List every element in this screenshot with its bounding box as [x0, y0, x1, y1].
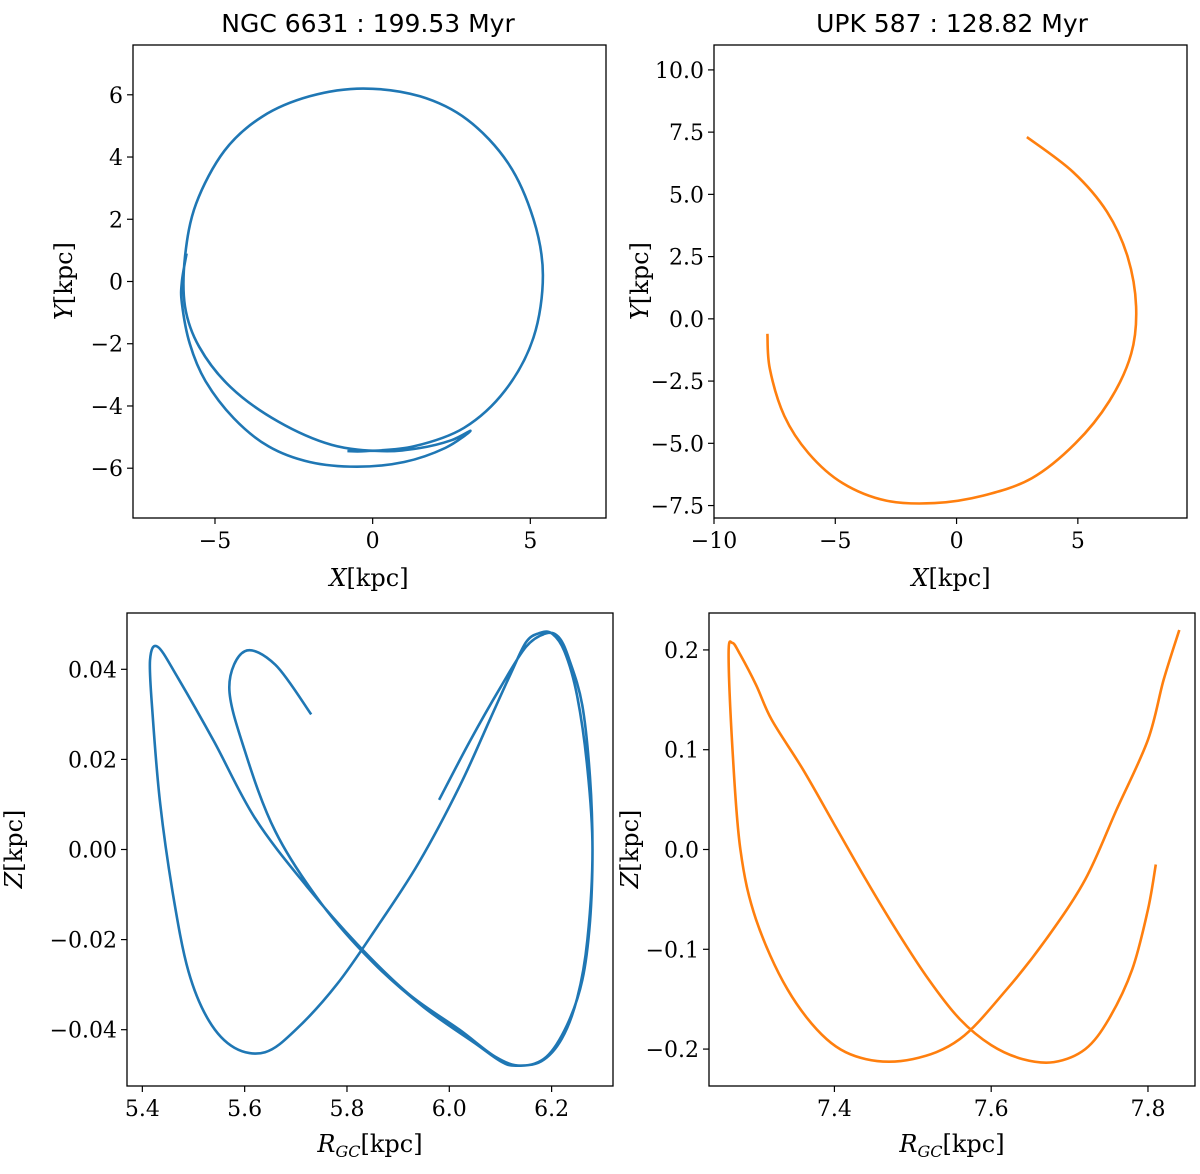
y-tick-label: 7.5 — [669, 121, 704, 146]
x-tick-label: 7.4 — [817, 1097, 852, 1122]
y-tick-label: −0.04 — [50, 1019, 117, 1044]
x-axis-unit: [kpc] — [929, 564, 991, 592]
x-axis-subscript: GC — [917, 1142, 942, 1161]
y-tick-label: −2 — [91, 333, 123, 358]
x-tick-label: 5.6 — [227, 1097, 262, 1122]
x-tick-label: 0 — [950, 529, 964, 554]
y-axis-unit: [kpc] — [616, 810, 644, 872]
x-axis-label: X[kpc] — [327, 564, 408, 592]
y-tick-label: −0.2 — [646, 1038, 699, 1063]
panel-upk587-rz: 7.4 7.6 7.8−0.2−0.10.00.10.2 RGC[kpc] Z[kp… — [616, 612, 1196, 1161]
y-tick-label: −6 — [91, 457, 123, 482]
y-tick-label: 10.0 — [655, 59, 704, 84]
y-axis-symbol: Z — [616, 870, 644, 889]
y-tick-label: −2.5 — [651, 370, 704, 395]
axis-ticks: 5.4 5.6 5.8 6.0 6.2 −0.04 −0.02 0.00 0.02 0.04 — [50, 658, 570, 1122]
y-axis-unit: [kpc] — [626, 242, 654, 304]
orbit-series-line — [766, 136, 1138, 505]
x-axis-symbol: R — [316, 1130, 335, 1158]
y-tick-label: 5.0 — [669, 183, 704, 208]
y-axis-unit: [kpc] — [50, 242, 78, 304]
x-axis-unit: [kpc] — [347, 564, 409, 592]
x-axis-unit: [kpc] — [943, 1130, 1005, 1158]
y-tick-label: −0.1 — [646, 938, 699, 963]
x-tick-label: 5 — [523, 529, 537, 554]
axes-frame — [132, 44, 607, 519]
axes-frame — [708, 612, 1196, 1087]
y-tick-label: 0.1 — [664, 739, 699, 764]
x-tick-label: −5 — [199, 529, 231, 554]
x-tick-label: 5.4 — [125, 1097, 160, 1122]
x-tick-label: 6.0 — [432, 1097, 467, 1122]
y-axis-label: Z[kpc] — [0, 810, 28, 890]
x-tick-label: 5 — [1071, 529, 1085, 554]
orbit-series-line — [727, 629, 1181, 1064]
y-axis-symbol: Y — [50, 302, 78, 320]
y-tick-label: 6 — [109, 84, 123, 109]
x-axis-unit: [kpc] — [361, 1130, 423, 1158]
y-axis-symbol: Z — [0, 870, 28, 889]
x-axis-symbol: R — [898, 1130, 917, 1158]
axis-ticks: 7.4 7.6 7.8 −0.2 −0.1 0.0 0.1 0.2 — [646, 639, 1166, 1122]
x-axis-label: RGC[kpc] — [316, 1130, 422, 1161]
y-axis-unit: [kpc] — [0, 810, 28, 872]
y-axis-symbol: Y — [626, 302, 654, 320]
y-axis-label: Y[kpc] — [626, 242, 654, 320]
x-axis-symbol: X — [909, 564, 929, 592]
x-axis-subscript: GC — [335, 1142, 360, 1161]
plot-area — [727, 629, 1181, 1064]
x-axis-label: X[kpc] — [909, 564, 990, 592]
panel-title: NGC 6631 : 199.53 Myr — [221, 9, 515, 38]
plot-area — [179, 87, 545, 468]
y-tick-label: −5.0 — [651, 432, 704, 457]
x-tick-label: 5.8 — [329, 1097, 364, 1122]
y-tick-label: −4 — [91, 395, 123, 420]
y-tick-label: 0.04 — [68, 658, 117, 683]
plot-area — [766, 136, 1138, 505]
orbit-series-line — [179, 87, 545, 468]
y-axis-label: Z[kpc] — [616, 810, 644, 890]
y-tick-label: 4 — [109, 146, 123, 171]
x-axis-symbol: X — [327, 564, 347, 592]
x-tick-label: 6.2 — [534, 1097, 569, 1122]
y-tick-label: 0.2 — [664, 639, 699, 664]
y-tick-label: 0.0 — [669, 308, 704, 333]
y-axis-label: Y[kpc] — [50, 242, 78, 320]
x-tick-label: 0 — [366, 529, 380, 554]
axes-frame — [713, 44, 1188, 519]
y-tick-label: −7.5 — [651, 495, 704, 520]
axis-ticks: −5 0 5 −6 −4 −2 0 2 4 6 — [91, 84, 538, 554]
panel-upk587-xy: UPK 587 : 128.82 Myr −10 −5 0 5 −7.5 −5.0 −2.5… — [626, 9, 1188, 592]
y-tick-label: 0.00 — [68, 839, 117, 864]
x-tick-label: 7.8 — [1130, 1097, 1165, 1122]
axis-ticks: −10 −5 0 5 −7.5 −5.0 −2.5 0.0 2.5 5.0 7.5 10.0 — [651, 59, 1085, 554]
x-tick-label: −10 — [691, 529, 737, 554]
panel-title: UPK 587 : 128.82 Myr — [816, 9, 1089, 38]
x-tick-label: 7.6 — [974, 1097, 1009, 1122]
y-tick-label: 2 — [109, 208, 123, 233]
y-tick-label: 2.5 — [669, 246, 704, 271]
panel-ngc6631-rz: 5.4 5.6 5.8 6.0 6.2 −0.04 −0.02 0.00 0.02 0.04 RG… — [0, 612, 614, 1161]
orbit-series-line — [148, 630, 594, 1067]
y-tick-label: −0.02 — [50, 929, 117, 954]
y-tick-label: 0.02 — [68, 748, 117, 773]
x-axis-label: RGC[kpc] — [898, 1130, 1004, 1161]
axes-frame — [126, 612, 614, 1087]
y-tick-label: 0.0 — [664, 839, 699, 864]
plot-area — [148, 630, 594, 1067]
y-tick-label: 0 — [109, 271, 123, 296]
x-tick-label: −5 — [819, 529, 851, 554]
